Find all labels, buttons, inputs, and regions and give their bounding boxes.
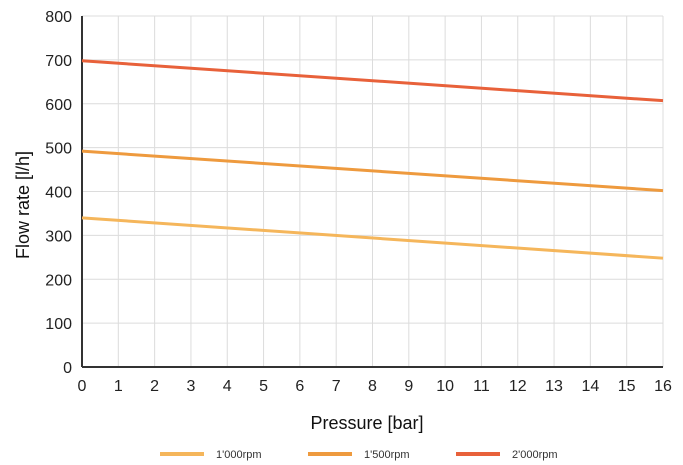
- y-tick-label-200: 200: [45, 272, 72, 289]
- y-tick-label-800: 800: [45, 9, 72, 26]
- series-line-2000rpm: [81, 59, 664, 103]
- x-tick-label-14: 14: [581, 378, 599, 395]
- axes: [81, 16, 663, 368]
- x-tick-label-11: 11: [473, 378, 490, 395]
- x-tick-label-15: 15: [618, 378, 636, 395]
- legend-label-2: 2'000rpm: [512, 449, 558, 461]
- y-tick-label-100: 100: [45, 316, 72, 333]
- y-tick-label-300: 300: [45, 228, 72, 245]
- x-tick-label-6: 6: [295, 378, 304, 395]
- x-tick-label-1: 1: [114, 378, 123, 395]
- x-tick-label-2: 2: [150, 378, 159, 395]
- y-axis-title: Flow rate [l/h]: [13, 151, 33, 259]
- y-tick-label-600: 600: [45, 97, 72, 114]
- x-tick-label-4: 4: [223, 378, 232, 395]
- legend-label-1: 1'500rpm: [364, 449, 410, 461]
- x-tick-label-5: 5: [259, 378, 268, 395]
- y-tick-label-400: 400: [45, 185, 72, 202]
- grid: [82, 15, 664, 367]
- x-tick-label-8: 8: [368, 378, 377, 395]
- y-tick-label-0: 0: [63, 360, 72, 377]
- legend: 1'000rpm 1'500rpm 2'000rpm: [160, 449, 558, 461]
- legend-label-0: 1'000rpm: [216, 449, 262, 461]
- y-tick-label-700: 700: [45, 53, 72, 70]
- x-tick-label-16: 16: [654, 378, 672, 395]
- series-line-1500rpm: [81, 149, 664, 193]
- y-tick-label-500: 500: [45, 141, 72, 158]
- x-tick-label-7: 7: [332, 378, 341, 395]
- x-tick-label-9: 9: [404, 378, 413, 395]
- tick-labels: 0 1 2 3 4 5 6 7 8 9 10 11 12 13 14 15 160100200300400500…: [45, 9, 672, 395]
- x-tick-label-10: 10: [436, 378, 454, 395]
- series-lines: [81, 59, 664, 260]
- x-axis-title: Pressure [bar]: [310, 413, 423, 433]
- x-tick-label-3: 3: [186, 378, 195, 395]
- series-line-1000rpm: [81, 216, 664, 260]
- x-tick-label-13: 13: [545, 378, 563, 395]
- x-tick-label-12: 12: [509, 378, 527, 395]
- x-tick-label-0: 0: [78, 378, 87, 395]
